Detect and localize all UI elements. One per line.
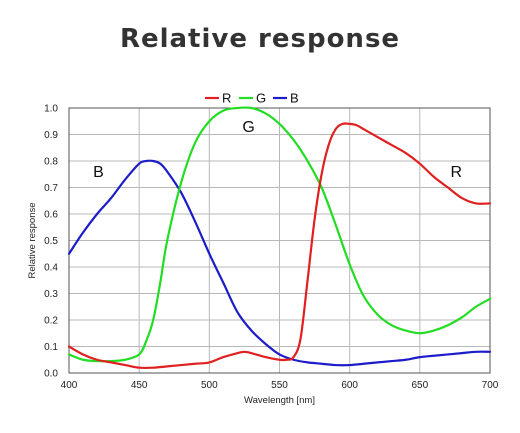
annotation-b: B	[93, 164, 104, 181]
y-tick-label: 1.0	[44, 104, 58, 115]
legend-label-b: B	[290, 91, 299, 106]
x-tick-label: 600	[341, 380, 358, 391]
y-tick-label: 0.1	[44, 342, 58, 353]
series-line-g	[67, 106, 492, 363]
series-line-r	[67, 122, 492, 370]
series-line-b	[67, 159, 492, 367]
plot-frame	[68, 107, 491, 374]
y-tick-label: 0.3	[44, 289, 58, 300]
y-tick-label: 0.8	[44, 157, 58, 168]
legend-label-g: G	[256, 91, 266, 106]
x-tick-label: 650	[411, 380, 428, 391]
x-tick-label: 400	[61, 380, 78, 391]
x-tick-label: 700	[482, 380, 499, 391]
x-tick-label: 500	[201, 380, 218, 391]
y-tick-label: 0.6	[44, 210, 58, 221]
chart-title: Relative response	[119, 24, 401, 54]
legend-label-r: R	[222, 91, 231, 106]
x-axis-label: Wavelength [nm]	[244, 395, 315, 406]
y-tick-label: 0.7	[44, 183, 58, 194]
y-tick-label: 0.4	[44, 263, 58, 274]
y-tick-label: 0.0	[44, 369, 58, 380]
annotation-g: G	[242, 119, 254, 136]
y-tick-label: 0.5	[44, 236, 58, 247]
annotation-r: R	[451, 164, 463, 181]
y-tick-label: 0.9	[44, 130, 58, 141]
x-tick-label: 550	[271, 380, 288, 391]
y-axis-label: Relative response	[27, 202, 38, 278]
y-tick-label: 0.2	[44, 316, 58, 327]
x-tick-label: 450	[131, 380, 148, 391]
